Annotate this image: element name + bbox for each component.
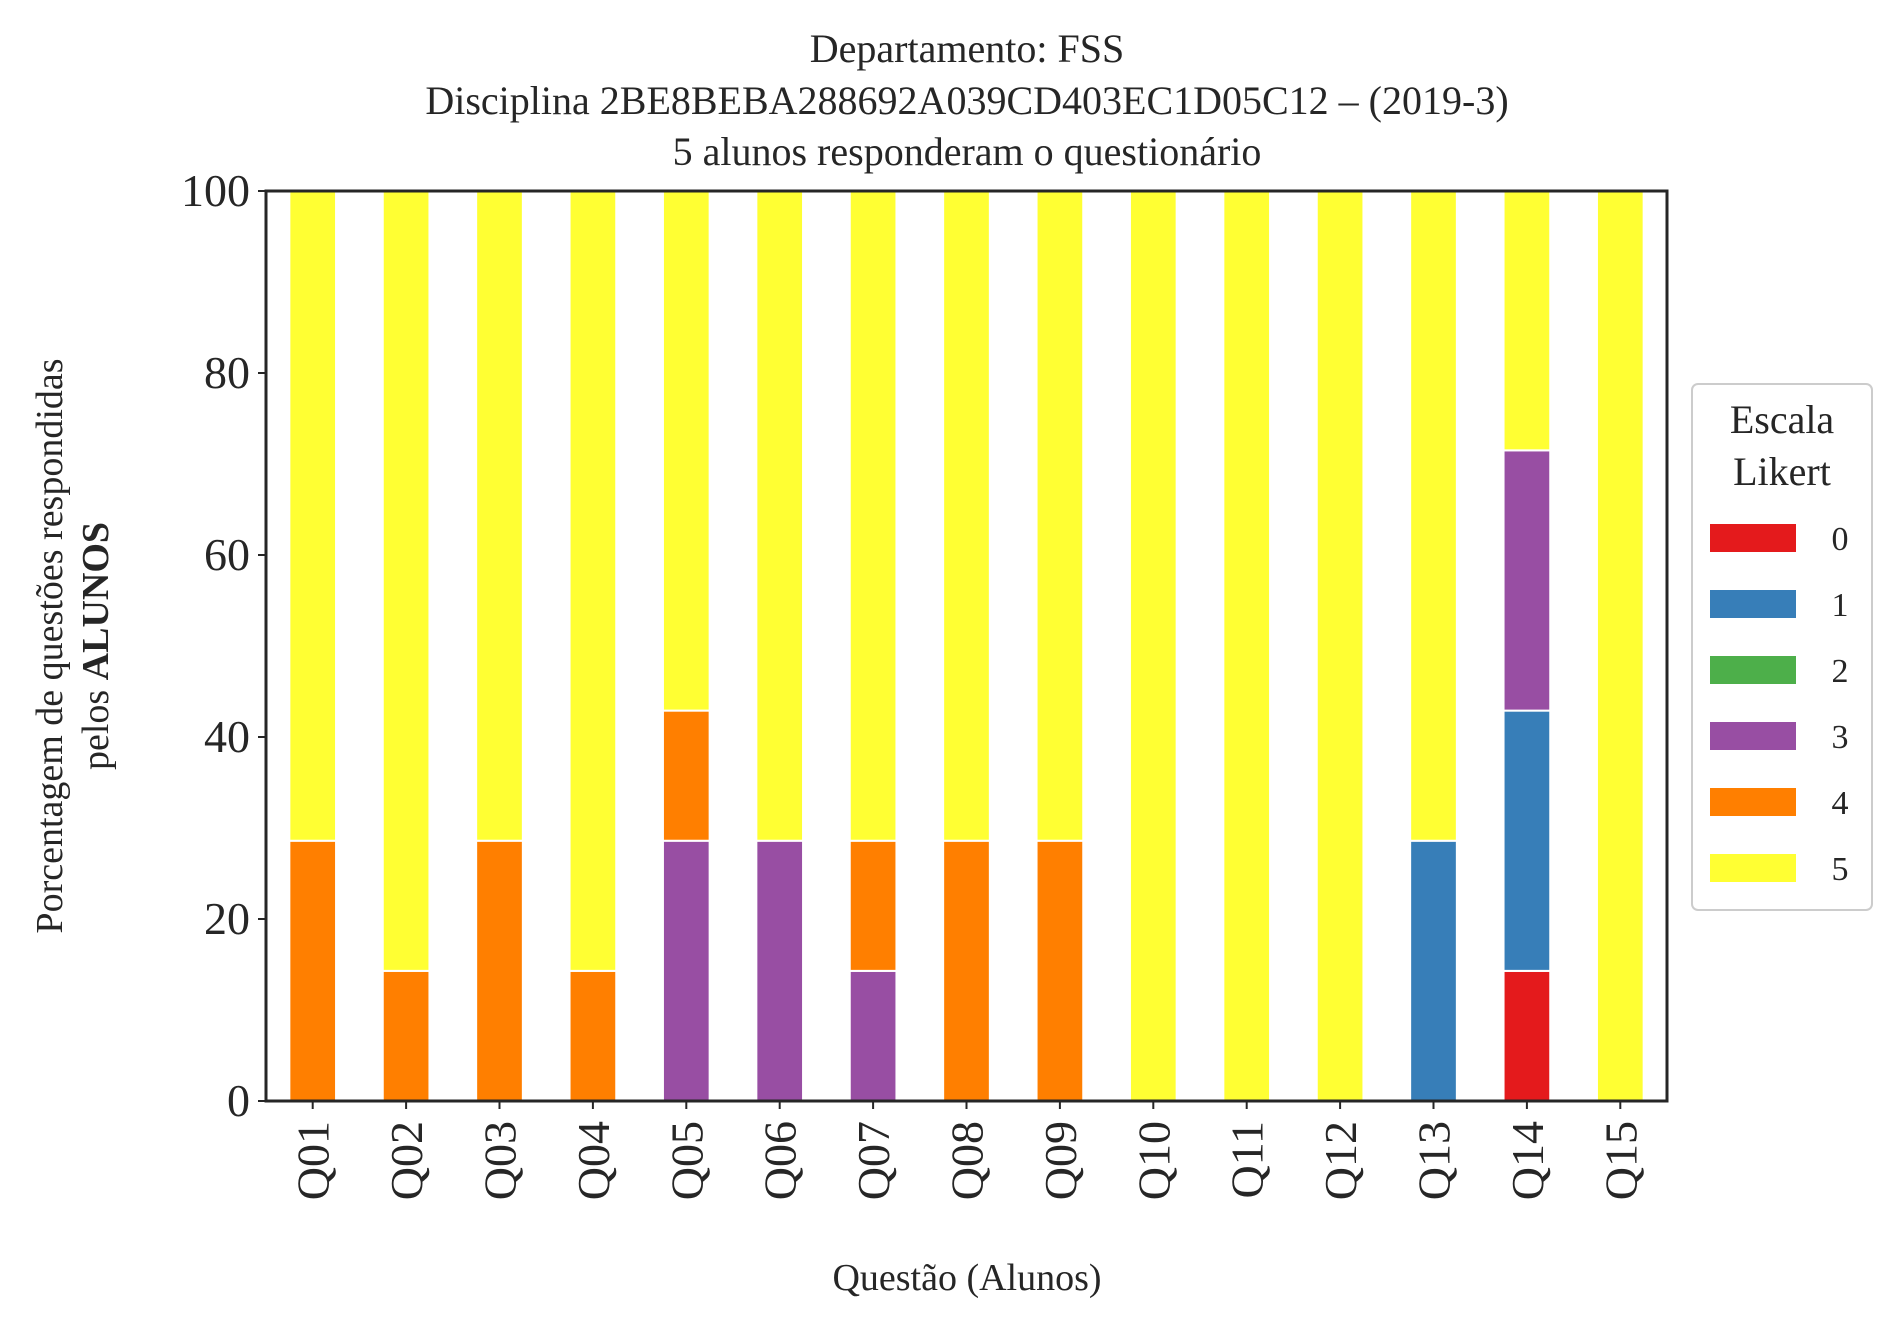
x-tick-label-q13: Q13 bbox=[1409, 1121, 1460, 1200]
legend: Escala Likert 0 1 2 3 4 5 bbox=[1691, 383, 1873, 911]
x-tick-label-q04: Q04 bbox=[568, 1121, 619, 1200]
legend-title-line-2: Likert bbox=[1733, 449, 1831, 494]
y-tick-label-100: 100 bbox=[181, 165, 250, 216]
chart-title-line-1: Departamento: FSS bbox=[810, 26, 1124, 71]
bar-q06-level-3 bbox=[755, 839, 805, 1102]
bar-q08-level-4 bbox=[942, 839, 991, 1102]
x-tick-label-q01: Q01 bbox=[288, 1121, 339, 1200]
bar-q06-level-5 bbox=[755, 190, 805, 842]
bar-q01-level-5 bbox=[288, 190, 338, 842]
legend-swatch-3 bbox=[1710, 722, 1796, 750]
bar-q04-level-5 bbox=[568, 190, 618, 972]
bar-q09-level-4 bbox=[1035, 839, 1085, 1102]
y-tick-label-40: 40 bbox=[204, 711, 250, 762]
bar-q14-level-5 bbox=[1502, 189, 1552, 452]
x-tick-label-q05: Q05 bbox=[661, 1121, 712, 1200]
y-tick-label-0: 0 bbox=[227, 1075, 250, 1126]
bar-q10-level-5 bbox=[1128, 190, 1178, 1102]
legend-swatch-4 bbox=[1710, 788, 1796, 816]
legend-swatch-5 bbox=[1710, 854, 1796, 882]
bar-q01-level-4 bbox=[288, 839, 338, 1102]
bar-q14-level-1 bbox=[1502, 709, 1552, 972]
x-tick-label-q09: Q09 bbox=[1035, 1121, 1086, 1200]
bar-q03-level-5 bbox=[475, 190, 524, 842]
bar-q14-level-3 bbox=[1502, 449, 1552, 712]
bar-q04-level-4 bbox=[568, 969, 618, 1102]
x-tick-label-q11: Q11 bbox=[1222, 1121, 1273, 1199]
bar-q03-level-4 bbox=[475, 839, 524, 1102]
y-axis-label-line-1: Porcentagem de questões respondidas bbox=[29, 358, 71, 933]
x-axis-label: Questão (Alunos) bbox=[832, 1257, 1101, 1299]
y-axis-label-line-2: pelos ALUNOS bbox=[75, 522, 117, 770]
bar-q07-level-5 bbox=[848, 190, 898, 842]
x-tick-labels: Q01 Q02 Q03 Q04 Q05 Q06 Q07 Q08 Q09 Q10 Q11 Q12 Q13 Q… bbox=[288, 1101, 1646, 1200]
bars-group bbox=[288, 189, 1645, 1102]
x-tick-label-q12: Q12 bbox=[1315, 1121, 1366, 1200]
bar-q11-level-5 bbox=[1222, 190, 1272, 1102]
bar-q05-level-4 bbox=[661, 709, 711, 842]
legend-label-4: 4 bbox=[1832, 785, 1849, 822]
y-tick-label-20: 20 bbox=[204, 893, 250, 944]
chart-title-line-2: Disciplina 2BE8BEBA288692A039CD403EC1D05… bbox=[425, 78, 1508, 123]
bar-q07-level-3 bbox=[848, 969, 898, 1102]
bar-q13-level-5 bbox=[1409, 190, 1458, 842]
bar-q05-level-3 bbox=[661, 839, 711, 1102]
bar-q09-level-5 bbox=[1035, 190, 1085, 842]
x-tick-label-q07: Q07 bbox=[848, 1121, 899, 1200]
legend-swatch-0 bbox=[1710, 524, 1796, 552]
legend-items: 0 1 2 3 4 5 bbox=[1710, 521, 1849, 888]
bar-q02-level-5 bbox=[381, 190, 431, 972]
chart-title-line-3: 5 alunos responderam o questionário bbox=[673, 129, 1262, 174]
legend-label-5: 5 bbox=[1832, 851, 1849, 888]
legend-swatch-2 bbox=[1710, 656, 1796, 684]
x-tick-label-q02: Q02 bbox=[381, 1121, 432, 1200]
x-tick-label-q08: Q08 bbox=[942, 1121, 993, 1200]
x-tick-label-q03: Q03 bbox=[475, 1121, 526, 1200]
legend-label-1: 1 bbox=[1832, 587, 1849, 624]
bar-q05-level-5 bbox=[661, 190, 711, 712]
x-tick-label-q15: Q15 bbox=[1595, 1121, 1646, 1200]
legend-label-3: 3 bbox=[1832, 719, 1849, 756]
y-tick-label-80: 80 bbox=[204, 347, 250, 398]
bar-q13-level-1 bbox=[1409, 839, 1458, 1102]
y-tick-labels: 0 20 40 60 80 100 bbox=[181, 165, 266, 1126]
y-tick-label-60: 60 bbox=[204, 529, 250, 580]
legend-label-2: 2 bbox=[1832, 653, 1849, 690]
legend-label-0: 0 bbox=[1832, 521, 1849, 558]
x-tick-label-q14: Q14 bbox=[1502, 1121, 1553, 1200]
x-tick-label-q06: Q06 bbox=[755, 1121, 806, 1200]
y-axis-label-bold: ALUNOS bbox=[75, 522, 117, 680]
bar-q07-level-4 bbox=[848, 839, 898, 972]
y-axis-label-prefix: pelos bbox=[75, 680, 117, 770]
bar-q12-level-5 bbox=[1315, 190, 1365, 1102]
legend-title-line-1: Escala bbox=[1730, 397, 1835, 442]
x-tick-label-q10: Q10 bbox=[1128, 1121, 1179, 1200]
bar-q08-level-5 bbox=[942, 190, 991, 842]
legend-box bbox=[1691, 383, 1873, 911]
legend-swatch-1 bbox=[1710, 590, 1796, 618]
bar-q15-level-5 bbox=[1595, 190, 1645, 1102]
bar-q02-level-4 bbox=[381, 969, 431, 1102]
bar-q14-level-0 bbox=[1502, 969, 1552, 1102]
y-axis-label: Porcentagem de questões respondidas pelo… bbox=[29, 358, 117, 933]
